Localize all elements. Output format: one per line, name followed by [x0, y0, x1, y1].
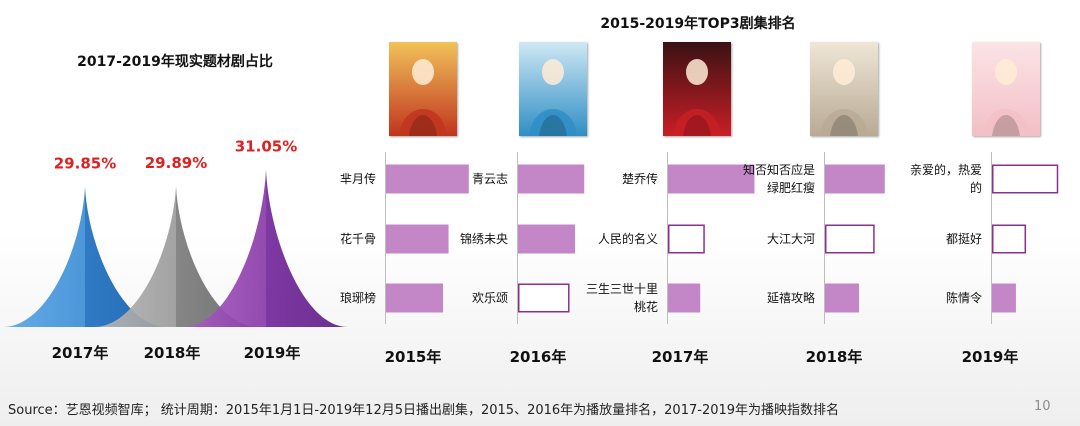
- ranking-label: 花千骨: [340, 231, 376, 246]
- ranking-label: 都挺好: [946, 231, 982, 246]
- peak-1: [3, 186, 167, 327]
- poster-thumbnail-2016年: [519, 42, 587, 136]
- ranking-label: 三生三世十里桃花: [586, 282, 658, 314]
- ranking-bar: [668, 283, 701, 313]
- peak-value-label-2: 29.89%: [145, 154, 207, 172]
- ranking-label: 亲爱的，热爱的: [910, 162, 982, 195]
- peak-chart: [3, 169, 348, 327]
- peak-value-label-3: 31.05%: [235, 138, 297, 156]
- ranking-label: 知否知否应是绿肥红瘦: [743, 162, 815, 195]
- ranking-bar: [518, 164, 585, 194]
- year-label-2015年: 2015年: [385, 348, 442, 366]
- page-number: 10: [1034, 399, 1051, 414]
- ranking-bar: [386, 283, 444, 313]
- peak-value-labels: 29.85% 29.89% 31.05%: [54, 138, 297, 173]
- year-label-2018年: 2018年: [806, 348, 863, 366]
- year-label-2016年: 2016年: [510, 348, 567, 366]
- ranking-label: 锦绣未央: [460, 232, 508, 246]
- ranking-bar: [825, 283, 860, 313]
- ranking-label: 延禧攻略: [767, 290, 815, 305]
- ranking-bar-outlined: [668, 224, 705, 254]
- peak-2: [94, 186, 258, 327]
- ranking-bar: [386, 164, 469, 194]
- year-label-2019年: 2019年: [962, 348, 1019, 366]
- poster-thumbnail-2019年: [972, 42, 1040, 136]
- ranking-bar-outlined: [825, 224, 875, 254]
- ranking-label: 芈月传: [340, 171, 376, 186]
- peak-category-label-3: 2019年: [244, 344, 301, 362]
- ranking-bar-outlined: [992, 164, 1059, 194]
- peak-category-label-2: 2018年: [144, 344, 201, 362]
- ranking-bar-outlined: [518, 283, 570, 313]
- peak-category-label-1: 2017年: [52, 344, 109, 362]
- peak-value-label-1: 29.85%: [54, 155, 116, 173]
- ranking-bar: [668, 164, 755, 194]
- left-chart-title: 2017-2019年现实题材剧占比: [77, 53, 273, 70]
- ranking-bar-outlined: [992, 224, 1027, 254]
- ranking-label: 青云志: [472, 172, 508, 186]
- ranking-bar: [518, 224, 576, 254]
- ranking-bar: [386, 224, 449, 254]
- ranking-label: 陈情令: [946, 290, 982, 305]
- year-label-2017年: 2017年: [652, 348, 709, 366]
- ranking-label: 楚乔传: [622, 171, 658, 186]
- poster-thumbnail-2017年: [663, 42, 731, 136]
- ranking-label: 琅琊榜: [340, 290, 376, 305]
- ranking-label: 大江大河: [767, 232, 815, 246]
- right-chart-title: 2015-2019年TOP3剧集排名: [600, 15, 795, 32]
- ranking-bar: [992, 283, 1016, 313]
- ranking-label: 人民的名义: [598, 231, 658, 246]
- ranking-label: 欢乐颂: [472, 290, 508, 305]
- poster-thumbnail-2015年: [389, 42, 457, 136]
- poster-thumbnail-2018年: [810, 42, 878, 136]
- peak-3: [184, 169, 348, 327]
- peak-category-labels: 2017年 2018年 2019年: [52, 344, 301, 362]
- ranking-bar: [825, 164, 885, 194]
- source-note: Source：艺恩视频智库； 统计周期：2015年1月1日-2019年12月5日…: [8, 403, 840, 418]
